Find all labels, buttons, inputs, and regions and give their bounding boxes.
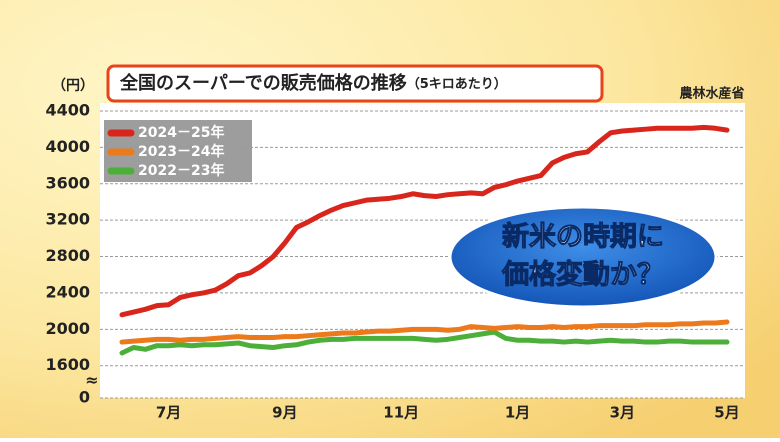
lines xyxy=(119,124,730,356)
series-line xyxy=(119,124,730,318)
series-line xyxy=(119,329,730,356)
x-tick-label: 1月 xyxy=(505,404,530,422)
legend-label: 2022－23年 xyxy=(138,162,224,179)
y-unit: （円） xyxy=(52,78,94,94)
legend-label: 2024－25年 xyxy=(138,124,224,141)
x-tick-label: 11月 xyxy=(383,404,419,422)
y-tick-label: 2400 xyxy=(45,282,90,301)
y-tick-label: 4400 xyxy=(45,101,90,120)
x-tick-label: 3月 xyxy=(610,404,635,422)
y-tick-label: 2000 xyxy=(45,319,90,338)
annotation-bubble xyxy=(448,205,718,309)
y-tick-label: 2800 xyxy=(45,246,90,265)
x-tick-label: 5月 xyxy=(714,404,739,422)
chart-title: 全国のスーパーでの販売価格の推移（5キロあたり） xyxy=(119,72,507,94)
y-tick-label: 0 xyxy=(79,388,90,407)
series-line xyxy=(119,319,730,345)
x-tick-label: 7月 xyxy=(156,404,181,422)
source: 農林水産省 xyxy=(679,86,744,102)
y-tick-label: 4000 xyxy=(45,137,90,156)
y-tick-label: 3600 xyxy=(45,173,90,192)
axis-break: ≈ xyxy=(85,371,98,390)
x-tick-label: 9月 xyxy=(272,404,297,422)
title-box xyxy=(106,64,604,103)
y-tick-label: 3200 xyxy=(45,210,90,229)
annotation-line: 価格変動か？ xyxy=(501,259,664,291)
annotation-line: 新米の時期に xyxy=(502,221,664,253)
y-tick-label: 1600 xyxy=(45,355,90,374)
legend-label: 2023－24年 xyxy=(138,143,224,160)
